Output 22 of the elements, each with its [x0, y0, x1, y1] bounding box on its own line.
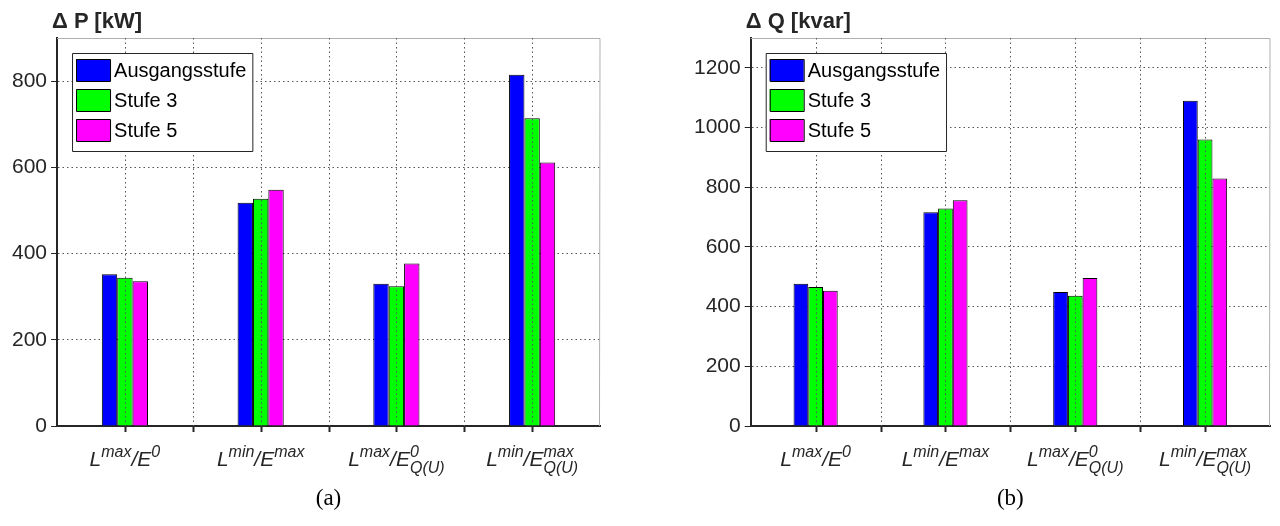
- legend-label: Stufe 5: [114, 118, 178, 141]
- y-tick-label: 1000: [694, 114, 741, 138]
- y-tick-label: 400: [11, 240, 48, 264]
- legend-label: Stufe 5: [807, 118, 872, 141]
- y-tick-label: 200: [11, 326, 48, 350]
- legend-label: Stufe 3: [114, 88, 178, 111]
- y-axis-title: Δ P [kW]: [52, 8, 143, 33]
- y-tick-label: 800: [705, 174, 741, 198]
- y-tick-label: 0: [35, 412, 48, 436]
- y-tick-label: 200: [705, 353, 741, 377]
- legend-label: Ausgangsstufe: [114, 58, 247, 81]
- text: (b): [996, 485, 1024, 510]
- y-tick-label: 600: [705, 233, 741, 257]
- text: (a): [315, 485, 342, 510]
- y-tick-label: 0: [729, 412, 741, 436]
- y-tick-label: 400: [705, 293, 741, 317]
- y-tick-label: 800: [11, 67, 48, 91]
- y-axis-title: Δ Q [kvar]: [745, 8, 851, 33]
- legend-label: Stufe 3: [807, 88, 872, 111]
- legend-label: Ausgangsstufe: [807, 58, 941, 81]
- y-tick-label: 1200: [694, 54, 741, 78]
- y-tick-label: 600: [11, 154, 48, 178]
